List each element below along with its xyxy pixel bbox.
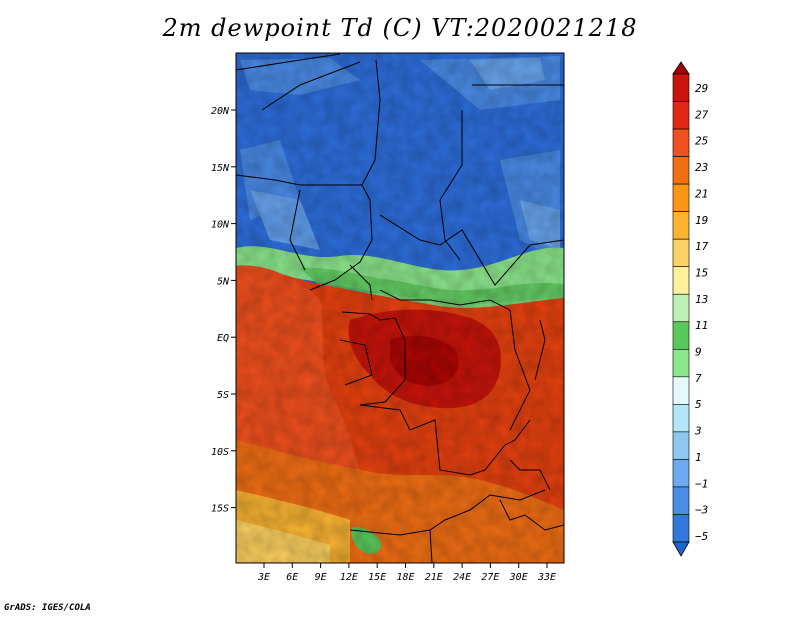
colorbar-label: 9	[695, 346, 702, 359]
colorbar-label: 27	[695, 108, 709, 121]
lat-tick-label: 10S	[211, 447, 229, 458]
colorbar-swatch	[672, 101, 690, 130]
colorbar-label: 13	[695, 293, 708, 306]
colorbar-swatch	[672, 128, 690, 157]
colorbar-label: −3	[695, 504, 708, 517]
country-borders	[236, 53, 564, 563]
colorbar-label: 5	[695, 398, 702, 411]
field-texture	[236, 53, 564, 563]
lon-tick-label: 9E	[315, 572, 327, 583]
colorbar-swatch	[672, 293, 690, 323]
colorbar-label: 29	[695, 82, 708, 95]
colorbar-label: −1	[695, 477, 708, 490]
colorbar-swatch	[672, 183, 690, 212]
colorbar-label: 7	[695, 372, 702, 385]
grads-credit: GrADS: IGES/COLA	[4, 603, 91, 613]
lon-tick-label: 30E	[509, 572, 528, 583]
lon-tick-label: 33E	[537, 572, 556, 583]
colorbar-swatch	[672, 376, 690, 405]
map-title: 2m dewpoint Td (C) VT:2020021218	[162, 14, 638, 42]
colorbar-swatch	[672, 514, 690, 543]
lat-tick-label: EQ	[217, 333, 229, 344]
colorbar-top-arrow	[672, 61, 690, 75]
colorbar-swatch	[672, 238, 690, 268]
lat-tick-label: 15N	[211, 163, 230, 174]
colorbar-label: 25	[695, 135, 708, 148]
lon-tick-label: 21E	[425, 572, 443, 583]
colorbar-label: 15	[695, 266, 708, 279]
colorbar-label: 17	[695, 240, 709, 253]
colorbar-swatch	[672, 156, 690, 185]
colorbar-bottom-arrow	[672, 541, 690, 557]
colorbar-label: 1	[695, 451, 702, 464]
colorbar-swatch	[672, 73, 690, 102]
colorbar-label: 3	[694, 425, 702, 438]
field-layer	[236, 53, 564, 563]
lat-tick-label: 20N	[211, 106, 230, 117]
colorbar-label: 19	[695, 214, 708, 227]
colorbar-swatch	[672, 211, 690, 240]
lon-tick-label: 24E	[453, 572, 471, 583]
lat-tick-label: 5N	[217, 276, 230, 287]
colorbar-label: 11	[695, 319, 708, 332]
lat-tick-label: 5S	[217, 390, 229, 401]
lon-tick-label: 12E	[340, 572, 358, 583]
colorbar-label: 21	[695, 187, 708, 200]
lon-tick-label: 6E	[286, 572, 298, 583]
colorbar: 29 27 25 23 21 19 17 15 13 11 9 7 5 3 1 −1 −3 −5	[672, 61, 709, 557]
colorbar-swatch	[672, 321, 690, 350]
colorbar-swatch	[672, 348, 690, 378]
lon-tick-label: 18E	[396, 572, 414, 583]
colorbar-swatch	[672, 404, 690, 433]
latitude-axis: 20N 15N 10N 5N EQ 5S 10S 15S	[211, 106, 236, 515]
colorbar-swatch	[672, 459, 690, 488]
longitude-axis: 3E 6E 9E 12E 15E 18E 21E 24E 27E 30E 33E	[257, 563, 556, 583]
lon-tick-label: 27E	[481, 572, 499, 583]
map-frame	[235, 52, 565, 564]
colorbar-swatch	[672, 431, 690, 460]
lon-tick-label: 15E	[368, 572, 386, 583]
lon-tick-label: 3E	[257, 572, 270, 583]
lat-tick-label: 15S	[211, 504, 229, 515]
colorbar-swatch	[672, 266, 690, 295]
colorbar-label: −5	[695, 530, 708, 543]
colorbar-label: 23	[695, 161, 708, 174]
colorbar-swatch	[672, 486, 690, 515]
lat-tick-label: 10N	[211, 220, 230, 231]
